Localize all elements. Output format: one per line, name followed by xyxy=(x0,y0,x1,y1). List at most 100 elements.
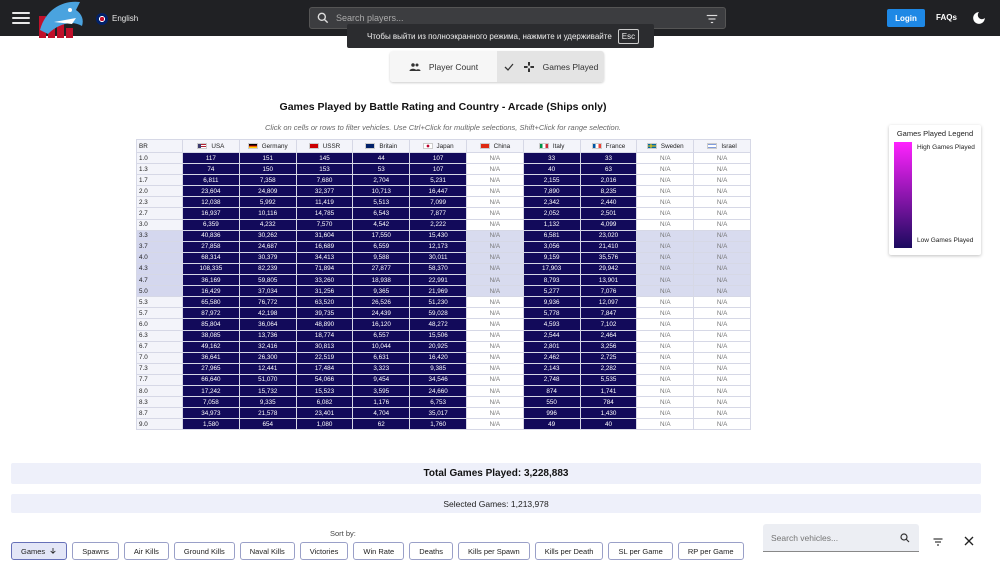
sort-chip-ground-kills[interactable]: Ground Kills xyxy=(173,542,235,560)
table-cell[interactable]: 3,323 xyxy=(352,362,411,375)
country-header-ussr[interactable]: USSR xyxy=(295,139,354,153)
table-cell[interactable]: 32,377 xyxy=(295,185,354,198)
table-row[interactable]: 6.0 85,804 36,064 48,890 16,120 48,272 N/A 4,59… xyxy=(136,318,751,331)
table-cell[interactable]: 4,099 xyxy=(579,218,638,231)
table-cell[interactable]: 18,774 xyxy=(295,329,354,342)
table-cell[interactable]: 784 xyxy=(579,396,638,409)
table-cell[interactable]: 17,550 xyxy=(352,229,411,242)
table-cell[interactable]: 7,102 xyxy=(579,318,638,331)
table-row[interactable]: 3.0 6,359 4,232 7,570 4,542 2,222 N/A 1,132 4,09… xyxy=(136,218,751,231)
table-row[interactable]: 2.0 23,604 24,809 32,377 10,713 16,447 N/A 7,89… xyxy=(136,185,751,198)
table-cell[interactable]: 35,576 xyxy=(579,251,638,264)
table-cell[interactable]: N/A xyxy=(636,307,695,320)
table-cell[interactable]: 9,159 xyxy=(522,251,581,264)
country-header-usa[interactable]: USA xyxy=(182,139,240,153)
search-icon[interactable] xyxy=(899,532,911,544)
table-cell[interactable]: N/A xyxy=(693,362,751,375)
table-cell[interactable]: 4,704 xyxy=(352,407,411,420)
table-cell[interactable]: 15,430 xyxy=(409,229,467,242)
table-cell[interactable]: N/A xyxy=(693,207,751,220)
table-cell[interactable]: 1,580 xyxy=(182,418,240,431)
table-cell[interactable]: N/A xyxy=(636,185,695,198)
table-cell[interactable]: 24,660 xyxy=(409,384,467,398)
table-cell[interactable]: N/A xyxy=(693,351,751,364)
table-cell[interactable]: N/A xyxy=(693,418,751,431)
table-cell[interactable]: 21,969 xyxy=(409,285,467,298)
table-cell[interactable]: 23,401 xyxy=(295,407,354,420)
country-header-france[interactable]: France xyxy=(579,139,638,153)
table-cell[interactable]: 150 xyxy=(238,163,297,176)
player-count-toggle[interactable]: Player Count xyxy=(390,51,497,82)
br-cell[interactable]: 6.3 xyxy=(136,329,183,342)
table-cell[interactable]: N/A xyxy=(636,318,695,331)
br-cell[interactable]: 7.3 xyxy=(136,362,183,375)
br-cell[interactable]: 5.7 xyxy=(136,307,183,320)
table-cell[interactable]: 30,011 xyxy=(409,251,467,264)
table-cell[interactable]: 22,991 xyxy=(409,274,467,287)
table-cell[interactable]: N/A xyxy=(636,362,695,375)
table-cell[interactable]: N/A xyxy=(465,251,524,264)
table-cell[interactable]: N/A xyxy=(636,240,695,253)
search-input[interactable] xyxy=(336,10,696,26)
table-row[interactable]: 4.0 68,314 30,379 34,413 9,588 30,011 N/A 9,159… xyxy=(136,251,751,264)
table-row[interactable]: 4.7 36,169 59,805 33,260 18,938 22,991 N/A 8,79… xyxy=(136,274,751,287)
table-cell[interactable]: 874 xyxy=(522,384,581,398)
close-icon[interactable] xyxy=(963,535,975,547)
table-cell[interactable]: 42,198 xyxy=(238,307,297,320)
table-row[interactable]: 9.0 1,580 654 1,080 62 1,760 N/A 49 40 N/A N/A xyxy=(136,418,751,431)
table-cell[interactable]: 12,038 xyxy=(182,196,240,209)
table-cell[interactable]: 7,847 xyxy=(579,307,638,320)
table-cell[interactable]: N/A xyxy=(693,229,751,242)
br-cell[interactable]: 5.3 xyxy=(136,296,183,309)
table-cell[interactable]: 40 xyxy=(579,418,638,431)
table-cell[interactable]: 16,937 xyxy=(182,207,240,220)
table-cell[interactable]: 2,704 xyxy=(352,174,411,187)
table-row[interactable]: 7.7 66,640 51,070 54,066 9,454 34,546 N/A 2,748… xyxy=(136,373,751,386)
table-cell[interactable]: 3,256 xyxy=(579,340,638,353)
table-row[interactable]: 3.3 40,836 30,262 31,604 17,550 15,430 N/A 6,58… xyxy=(136,229,751,242)
table-cell[interactable]: N/A xyxy=(693,262,751,276)
table-cell[interactable]: 11,419 xyxy=(295,196,354,209)
games-played-toggle[interactable]: Games Played xyxy=(497,51,604,82)
table-cell[interactable]: N/A xyxy=(693,163,751,176)
table-cell[interactable]: 33 xyxy=(522,151,581,165)
table-cell[interactable]: 151 xyxy=(238,151,297,165)
table-cell[interactable]: 16,420 xyxy=(409,351,467,364)
table-cell[interactable]: 31,604 xyxy=(295,229,354,242)
table-row[interactable]: 5.0 16,429 37,034 31,256 9,365 21,969 N/A 5,277… xyxy=(136,285,751,298)
br-cell[interactable]: 6.0 xyxy=(136,318,183,331)
table-cell[interactable]: 1,176 xyxy=(352,396,411,409)
table-cell[interactable]: 1,741 xyxy=(579,384,638,398)
table-cell[interactable]: 5,513 xyxy=(352,196,411,209)
table-cell[interactable]: 2,748 xyxy=(522,373,581,386)
country-header-japan[interactable]: Japan xyxy=(409,139,467,153)
table-cell[interactable]: N/A xyxy=(636,196,695,209)
table-cell[interactable]: N/A xyxy=(465,262,524,276)
sort-chip-naval-kills[interactable]: Naval Kills xyxy=(239,542,295,560)
table-cell[interactable]: N/A xyxy=(465,340,524,353)
sort-chip-win-rate[interactable]: Win Rate xyxy=(353,542,405,560)
table-row[interactable]: 8.3 7,058 9,335 6,082 1,176 6,753 N/A 550 784 N/A… xyxy=(136,396,751,409)
table-cell[interactable]: N/A xyxy=(693,396,751,409)
table-cell[interactable]: 7,570 xyxy=(295,218,354,231)
table-cell[interactable]: 39,735 xyxy=(295,307,354,320)
table-cell[interactable]: N/A xyxy=(465,384,524,398)
table-cell[interactable]: N/A xyxy=(465,218,524,231)
table-cell[interactable]: 15,732 xyxy=(238,384,297,398)
table-cell[interactable]: 17,484 xyxy=(295,362,354,375)
table-cell[interactable]: 996 xyxy=(522,407,581,420)
table-cell[interactable]: N/A xyxy=(465,274,524,287)
table-cell[interactable]: 24,439 xyxy=(352,307,411,320)
table-cell[interactable]: N/A xyxy=(465,285,524,298)
table-cell[interactable]: 66,640 xyxy=(182,373,240,386)
filter-icon[interactable] xyxy=(932,536,944,548)
table-cell[interactable]: 85,804 xyxy=(182,318,240,331)
table-cell[interactable]: 82,239 xyxy=(238,262,297,276)
table-cell[interactable]: 108,335 xyxy=(182,262,240,276)
table-cell[interactable]: 7,680 xyxy=(295,174,354,187)
table-cell[interactable]: 5,535 xyxy=(579,373,638,386)
table-row[interactable]: 1.7 6,811 7,358 7,680 2,704 5,231 N/A 2,155 2,01… xyxy=(136,174,751,187)
br-cell[interactable]: 7.7 xyxy=(136,373,183,386)
table-row[interactable]: 7.0 36,641 26,300 22,519 6,631 16,420 N/A 2,462… xyxy=(136,351,751,364)
table-cell[interactable]: N/A xyxy=(636,163,695,176)
